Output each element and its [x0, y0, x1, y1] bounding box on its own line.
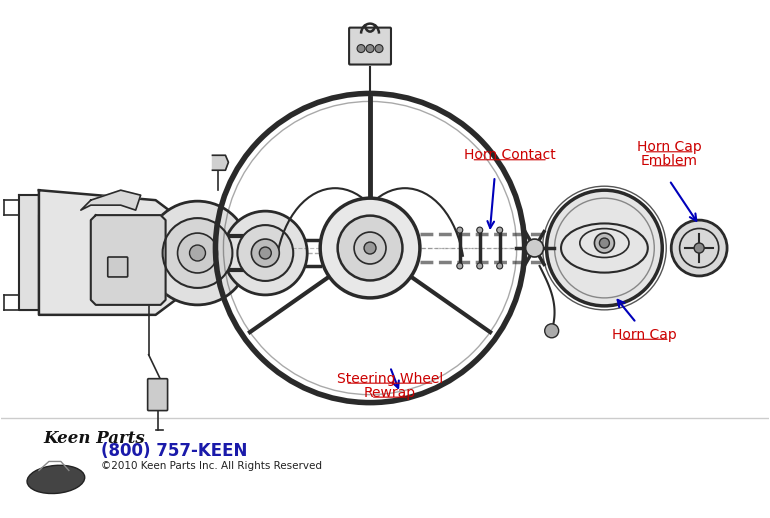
Text: ©2010 Keen Parts Inc. All Rights Reserved: ©2010 Keen Parts Inc. All Rights Reserve… — [101, 462, 322, 471]
Polygon shape — [81, 190, 141, 210]
Circle shape — [251, 239, 280, 267]
Circle shape — [497, 227, 503, 233]
Circle shape — [375, 45, 383, 52]
Circle shape — [526, 239, 544, 257]
Circle shape — [477, 227, 483, 233]
Text: Rewrap: Rewrap — [364, 386, 416, 400]
Circle shape — [457, 227, 463, 233]
FancyBboxPatch shape — [148, 379, 168, 411]
Polygon shape — [39, 190, 176, 315]
Polygon shape — [213, 155, 229, 170]
Circle shape — [320, 198, 420, 298]
Circle shape — [547, 190, 662, 306]
Text: (800) 757-KEEN: (800) 757-KEEN — [101, 441, 247, 459]
Circle shape — [594, 233, 614, 253]
Text: Emblem: Emblem — [641, 154, 698, 168]
Circle shape — [599, 238, 609, 248]
Circle shape — [671, 220, 727, 276]
Circle shape — [259, 247, 271, 259]
FancyBboxPatch shape — [349, 27, 391, 65]
Circle shape — [189, 245, 206, 261]
Circle shape — [694, 243, 705, 253]
Circle shape — [354, 232, 386, 264]
Circle shape — [223, 211, 307, 295]
Circle shape — [457, 263, 463, 269]
Text: Horn Contact: Horn Contact — [464, 148, 555, 162]
Circle shape — [366, 45, 374, 52]
Polygon shape — [19, 195, 49, 310]
Text: Keen Parts: Keen Parts — [43, 429, 145, 447]
Circle shape — [364, 242, 376, 254]
Circle shape — [337, 215, 403, 280]
Ellipse shape — [27, 465, 85, 494]
Circle shape — [237, 225, 293, 281]
FancyBboxPatch shape — [108, 257, 128, 277]
Circle shape — [178, 233, 217, 273]
Circle shape — [497, 263, 503, 269]
Polygon shape — [91, 215, 166, 305]
Circle shape — [357, 45, 365, 52]
Circle shape — [162, 218, 233, 288]
Circle shape — [477, 263, 483, 269]
Text: Steering Wheel: Steering Wheel — [336, 372, 443, 386]
Circle shape — [146, 201, 249, 305]
Text: Horn Cap: Horn Cap — [637, 140, 701, 154]
Circle shape — [544, 324, 559, 338]
Text: Horn Cap: Horn Cap — [612, 328, 677, 342]
